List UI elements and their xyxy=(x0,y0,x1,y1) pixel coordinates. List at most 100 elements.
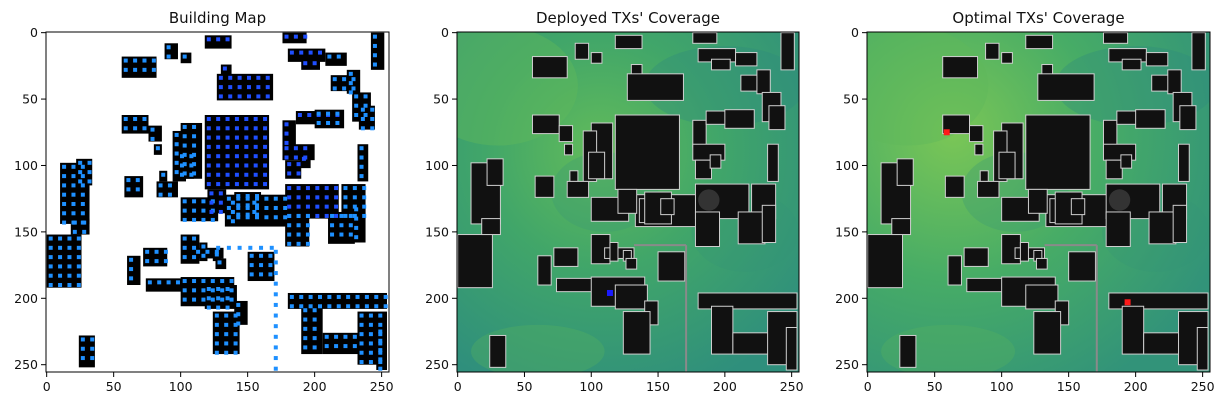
grid-point xyxy=(363,94,368,99)
grid-point xyxy=(283,215,288,220)
building xyxy=(1191,32,1206,71)
grid-point xyxy=(378,357,383,362)
grid-point xyxy=(370,107,375,112)
grid-point xyxy=(287,162,292,167)
grid-point xyxy=(255,194,260,199)
grid-point xyxy=(218,94,223,99)
building xyxy=(963,247,989,267)
grid-point xyxy=(62,211,67,216)
grid-point xyxy=(216,37,221,42)
building xyxy=(1025,114,1091,190)
grid-point xyxy=(226,245,231,250)
grid-point xyxy=(71,174,76,179)
building xyxy=(891,218,912,236)
x-tick-label: 150 xyxy=(1057,379,1081,394)
grid-point xyxy=(354,207,359,212)
building xyxy=(1121,58,1142,71)
grid-point xyxy=(229,279,234,284)
grid-point xyxy=(273,356,278,361)
building xyxy=(1167,69,1182,95)
grid-point xyxy=(330,223,335,228)
grid-point xyxy=(334,344,339,349)
building xyxy=(301,59,320,70)
building xyxy=(974,143,984,156)
grid-point xyxy=(348,213,353,218)
grid-point xyxy=(244,172,249,177)
building xyxy=(569,170,579,182)
grid-point xyxy=(336,304,341,309)
grid-point xyxy=(287,195,292,200)
grid-point xyxy=(269,245,274,250)
x-tick-label: 150 xyxy=(236,379,260,394)
grid-point xyxy=(182,245,187,250)
grid-point xyxy=(214,313,219,318)
grid-point xyxy=(383,304,388,309)
grid-point xyxy=(273,215,278,220)
grid-point xyxy=(253,163,258,168)
grid-point xyxy=(218,191,223,196)
grid-point xyxy=(174,151,179,156)
image-area xyxy=(867,32,1210,372)
building xyxy=(1001,52,1013,64)
grid-point xyxy=(368,313,373,318)
building xyxy=(287,292,387,309)
building xyxy=(767,143,779,182)
grid-point xyxy=(317,304,322,309)
grid-point xyxy=(62,201,67,206)
grid-point xyxy=(346,294,351,299)
grid-point xyxy=(224,313,229,318)
grid-point xyxy=(287,241,292,246)
grid-point xyxy=(255,205,260,210)
grid-point xyxy=(334,334,339,339)
grid-point xyxy=(155,146,160,151)
grid-point xyxy=(315,204,320,209)
grid-point xyxy=(225,154,230,159)
grid-point xyxy=(71,211,76,216)
grid-point xyxy=(330,213,335,218)
building xyxy=(737,211,766,245)
grid-point xyxy=(293,155,298,160)
grid-point xyxy=(214,350,219,355)
grid-point xyxy=(303,308,308,313)
grid-point xyxy=(220,288,225,293)
grid-point xyxy=(126,178,131,183)
grid-point xyxy=(233,322,238,327)
grid-point xyxy=(348,223,353,228)
grid-point xyxy=(72,220,77,225)
grid-point xyxy=(335,120,340,125)
grid-point xyxy=(244,144,249,149)
grid-point xyxy=(216,172,221,177)
building xyxy=(625,257,638,270)
grid-point xyxy=(237,85,242,90)
panel-title: Optimal TXs' Coverage xyxy=(952,9,1124,27)
grid-point xyxy=(158,183,163,188)
grid-point xyxy=(244,135,249,140)
image-area xyxy=(46,32,389,372)
grid-point xyxy=(174,160,179,165)
grid-point xyxy=(296,195,301,200)
grid-point xyxy=(220,297,225,302)
grid-point xyxy=(255,215,260,220)
building xyxy=(76,158,93,186)
grid-point xyxy=(305,204,310,209)
grid-point xyxy=(67,283,72,288)
building xyxy=(1019,242,1029,262)
building xyxy=(979,170,989,182)
building xyxy=(709,154,722,169)
grid-point xyxy=(226,205,231,210)
grid-point xyxy=(354,216,359,221)
grid-point xyxy=(150,127,155,132)
grid-point xyxy=(296,186,301,191)
grid-point xyxy=(305,241,310,246)
building xyxy=(457,234,493,289)
x-tick-label: 0 xyxy=(864,379,872,394)
grid-point xyxy=(359,313,364,318)
grid-point xyxy=(210,217,215,222)
building xyxy=(724,109,755,129)
grid-point xyxy=(228,94,233,99)
grid-point xyxy=(296,171,301,176)
grid-point xyxy=(80,356,85,361)
grid-point xyxy=(308,50,313,55)
grid-point xyxy=(372,34,377,39)
grid-point xyxy=(352,204,357,209)
